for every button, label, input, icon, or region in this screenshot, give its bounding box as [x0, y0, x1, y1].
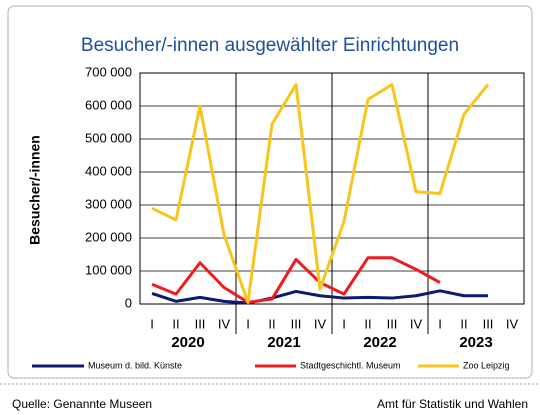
- x-tick-label: III: [195, 316, 206, 331]
- x-tick-label: III: [291, 316, 302, 331]
- y-tick-label: 200 000: [85, 229, 132, 244]
- legend-label: Museum d. bild. Künste: [88, 360, 182, 370]
- y-tick-label: 700 000: [85, 64, 132, 79]
- series-line: [151, 256, 441, 304]
- y-tick-label: 300 000: [85, 196, 132, 211]
- year-label: 2021: [267, 334, 300, 351]
- year-label: 2020: [171, 334, 204, 351]
- x-tick-label: I: [342, 316, 346, 331]
- x-tick-label: I: [150, 316, 154, 331]
- series-line: [151, 83, 490, 304]
- y-tick-label: 600 000: [85, 97, 132, 112]
- legend-label: Stadtgeschichtl. Museum: [300, 360, 401, 370]
- x-tick-label: II: [460, 316, 467, 331]
- footer-credit: Amt für Statistik und Wahlen: [377, 397, 528, 411]
- x-tick-label: III: [387, 316, 398, 331]
- x-tick-label: I: [438, 316, 442, 331]
- series-line: [151, 289, 488, 305]
- x-tick-label: IV: [218, 316, 231, 331]
- y-tick-label: 500 000: [85, 130, 132, 145]
- x-tick-label: I: [246, 316, 250, 331]
- year-label: 2022: [363, 334, 396, 351]
- legend-label: Zoo Leipzig: [463, 360, 510, 370]
- chart-frame: [7, 5, 533, 379]
- x-tick-label: III: [483, 316, 494, 331]
- y-tick-label: 400 000: [85, 163, 132, 178]
- x-tick-label: II: [172, 316, 179, 331]
- y-tick-label: 100 000: [85, 262, 132, 277]
- x-tick-label: II: [268, 316, 275, 331]
- chart-title: Besucher/-innen ausgewählter Einrichtung…: [81, 35, 459, 56]
- y-tick-label: 0: [125, 295, 132, 310]
- x-tick-label: IV: [506, 316, 519, 331]
- footer-source: Quelle: Genannte Museen: [12, 397, 152, 411]
- x-tick-label: IV: [314, 316, 327, 331]
- y-axis-label: Besucher/-innen: [27, 135, 43, 245]
- x-tick-label: II: [364, 316, 371, 331]
- x-tick-label: IV: [410, 316, 423, 331]
- year-label: 2023: [459, 334, 492, 351]
